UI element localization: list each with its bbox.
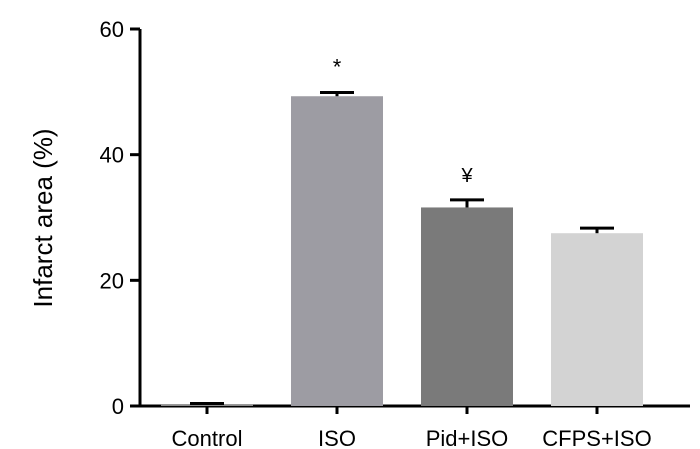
bars-group: *¥ <box>161 54 643 407</box>
bar <box>421 207 513 406</box>
bar <box>161 404 253 406</box>
bar <box>551 233 643 406</box>
x-tick-label: ISO <box>318 426 356 449</box>
y-axis-label: Infarct area (%) <box>28 128 58 307</box>
y-ticks: 0 20 40 60 <box>100 17 140 419</box>
y-tick-label: 20 <box>100 268 124 293</box>
x-tick-label: Pid+ISO <box>426 426 509 449</box>
y-tick-label: 0 <box>112 394 124 419</box>
y-tick-label: 40 <box>100 143 124 168</box>
significance-annotation: ¥ <box>460 165 473 187</box>
x-tick-label: Control <box>172 426 243 449</box>
x-tick-label: CFPS+ISO <box>542 426 651 449</box>
y-tick-label: 60 <box>100 17 124 42</box>
x-ticks: Control ISO Pid+ISO CFPS+ISO <box>172 406 652 449</box>
bar <box>291 96 383 407</box>
significance-annotation: * <box>333 54 342 79</box>
